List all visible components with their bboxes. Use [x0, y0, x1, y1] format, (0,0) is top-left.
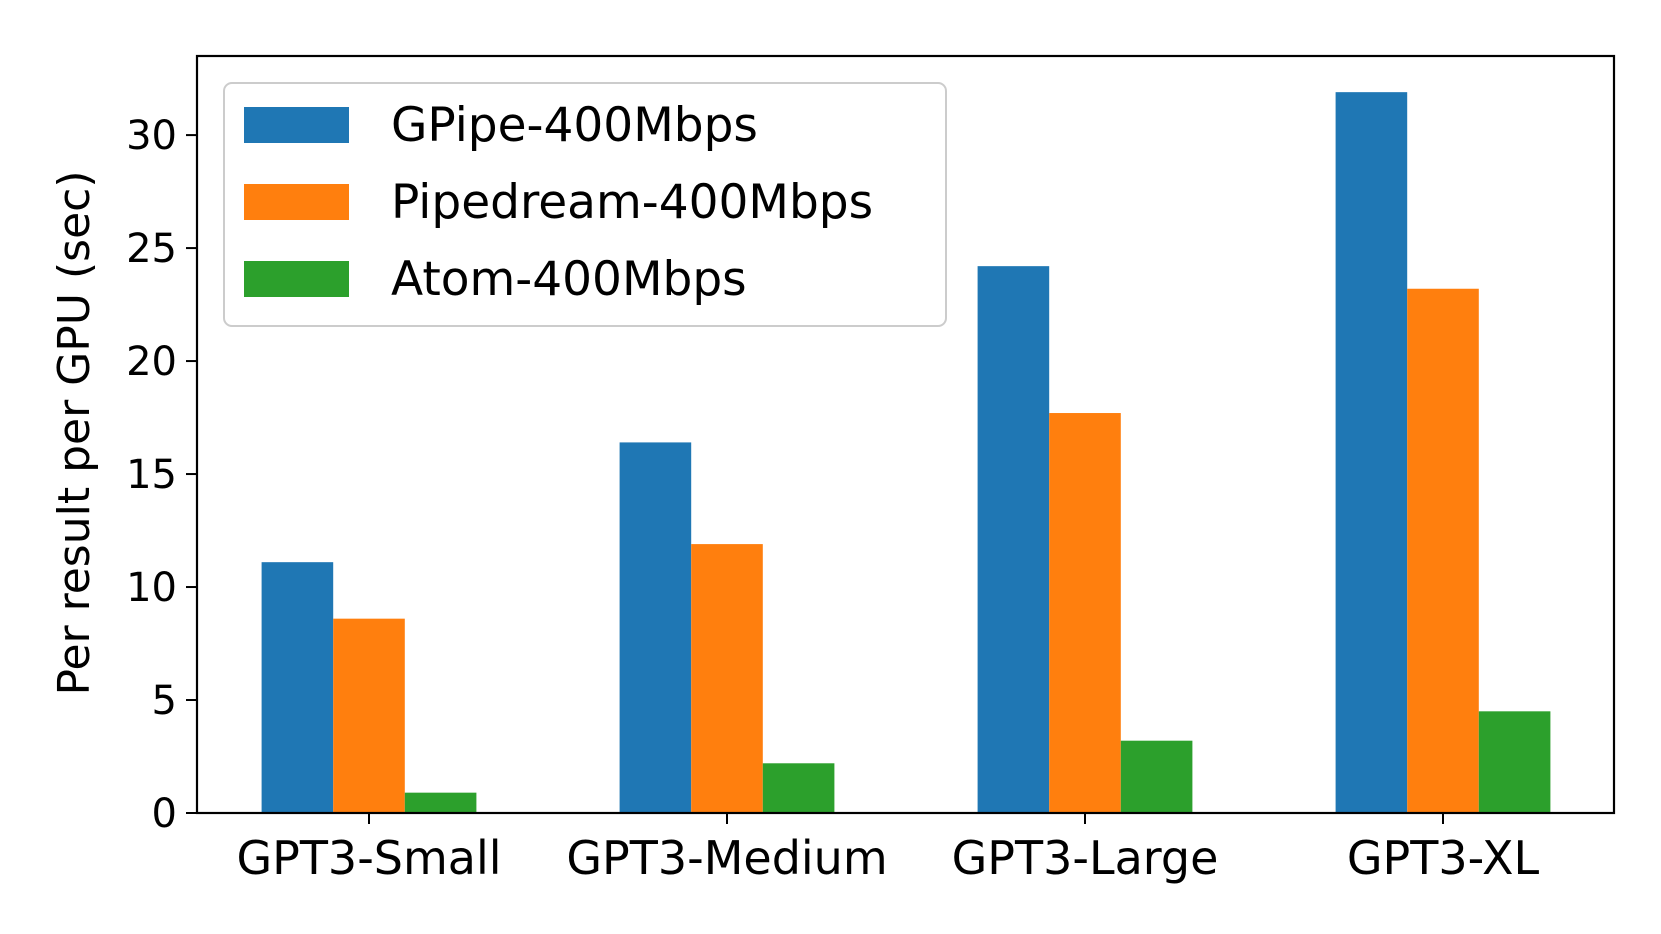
x-tick-label: GPT3-Medium [566, 831, 887, 885]
legend-swatch [244, 261, 349, 297]
legend-swatch [244, 184, 349, 220]
x-tick-label: GPT3-Large [952, 831, 1219, 885]
bar-pipedream-400mbps-gpt3-small [333, 618, 405, 813]
y-tick-label: 10 [126, 565, 177, 611]
plot-frame [195, 54, 1616, 815]
bar-gpipe-400mbps-gpt3-large [977, 266, 1050, 814]
legend-swatch [244, 107, 349, 143]
legend-label: GPipe-400Mbps [391, 98, 758, 153]
legend: GPipe-400Mbps Pipedream-400Mbps Atom-400Mb… [223, 82, 947, 327]
legend-label: Atom-400Mbps [391, 252, 747, 307]
y-tick-label: 0 [152, 791, 177, 837]
bar-pipedream-400mbps-gpt3-large [1049, 413, 1121, 813]
legend-label: Pipedream-400Mbps [391, 175, 873, 230]
bar-gpipe-400mbps-gpt3-small [261, 562, 334, 813]
bar-pipedream-400mbps-gpt3-xl [1407, 288, 1479, 813]
y-tick-label: 30 [126, 113, 177, 159]
x-tick-label: GPT3-XL [1347, 831, 1540, 885]
y-tick-label: 15 [126, 452, 177, 498]
bar-gpipe-400mbps-gpt3-medium [619, 442, 692, 813]
bar-atom-400mbps-gpt3-small [404, 792, 477, 813]
bar-gpipe-400mbps-gpt3-xl [1335, 92, 1408, 814]
x-axis: GPT3-Small GPT3-Medium GPT3-Large GPT3-XL [236, 813, 1539, 885]
bar-atom-400mbps-gpt3-large [1120, 740, 1193, 813]
bars-group [261, 92, 1551, 814]
bar-atom-400mbps-gpt3-xl [1478, 711, 1551, 813]
y-tick-label: 5 [152, 678, 177, 724]
y-tick-label: 20 [126, 339, 177, 385]
legend-box [223, 82, 947, 327]
bar-pipedream-400mbps-gpt3-medium [691, 544, 763, 813]
y-axis: 0 5 10 15 20 25 30 [126, 113, 197, 837]
x-tick-label: GPT3-Small [236, 831, 501, 885]
y-tick-label: 25 [126, 226, 177, 272]
bar-atom-400mbps-gpt3-medium [762, 763, 835, 813]
y-axis-label: Per result per GPU (sec) [49, 171, 100, 696]
